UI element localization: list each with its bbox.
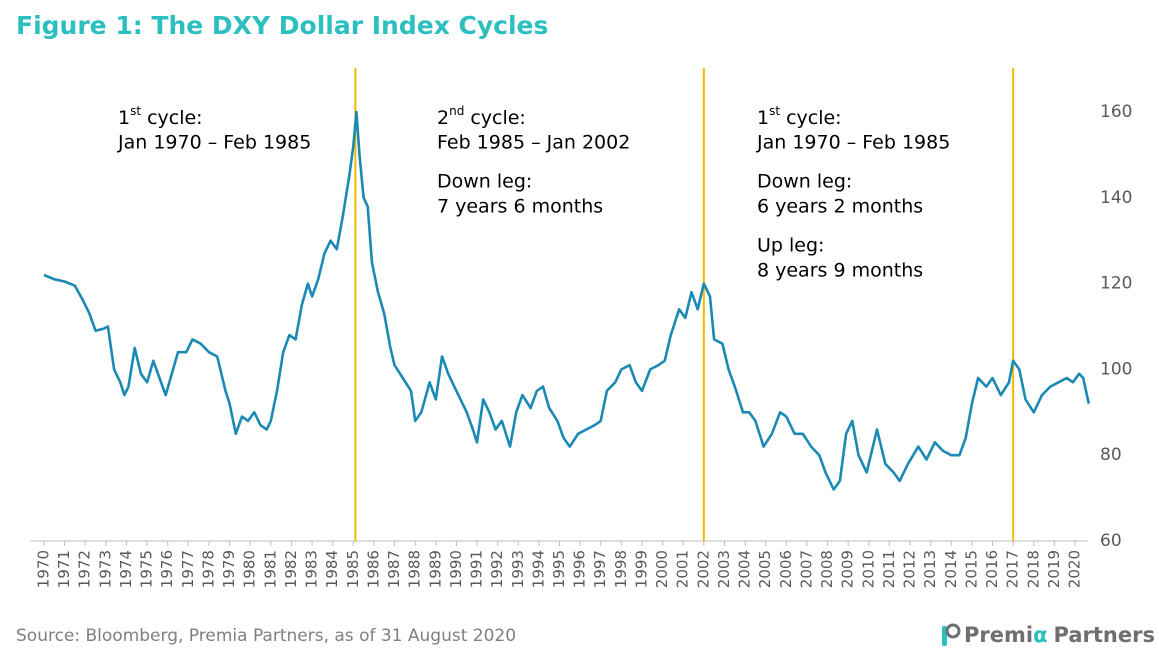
- x-tick-label: 1981: [261, 550, 279, 588]
- x-tick-label: 1991: [468, 550, 486, 588]
- annotation-suffix: st: [130, 104, 141, 118]
- annotation-suffix: st: [769, 104, 780, 118]
- annotation-suffix: nd: [449, 104, 464, 118]
- logo-text: Premiα Partners: [964, 623, 1155, 647]
- x-tick-label: 2012: [901, 550, 919, 588]
- x-tick-label: 2020: [1066, 550, 1084, 588]
- y-tick-label: 160: [1100, 102, 1132, 122]
- annotation-leg: 7 years 6 months: [437, 196, 603, 218]
- x-tick-label: 2015: [962, 550, 980, 588]
- annotation-leg: 6 years 2 months: [757, 196, 923, 218]
- x-tick-label: 1983: [303, 550, 321, 588]
- x-tick-label: 1984: [323, 550, 341, 588]
- annotation-ordinal: 1: [757, 107, 769, 129]
- logo-icon: [942, 623, 961, 646]
- x-tick-label: 2007: [797, 550, 815, 588]
- x-tick-label: 1994: [529, 550, 547, 588]
- annotation-heading: 1st cycle:: [118, 104, 203, 129]
- x-tick-label: 1987: [385, 550, 403, 588]
- annotation-line: Jan 1970 – Feb 1985: [117, 132, 311, 154]
- annotation-ordinal: 1: [118, 107, 130, 129]
- x-tick-label: 1970: [35, 550, 53, 588]
- annotation-line: Jan 1970 – Feb 1985: [756, 132, 950, 154]
- data-line: [43, 110, 1091, 491]
- x-tick-label: 1988: [406, 550, 424, 588]
- logo-ring: [945, 623, 961, 639]
- x-tick-label: 2004: [736, 550, 754, 588]
- annotation-label: cycle:: [147, 107, 203, 129]
- x-tick-label: 1977: [179, 550, 197, 588]
- annotation-ordinal: 2: [437, 107, 449, 129]
- x-tick-label: 1986: [364, 550, 382, 588]
- annotation-label: cycle:: [470, 107, 526, 129]
- x-tick-label: 1978: [199, 550, 217, 588]
- annotation-leg: Up leg:: [757, 235, 824, 257]
- logo-first: Premi: [964, 623, 1033, 647]
- x-tick-label: 2014: [942, 550, 960, 588]
- x-tick-label: 1989: [426, 550, 444, 588]
- x-tick-label: 1993: [509, 550, 527, 588]
- x-tick-label: 2003: [715, 550, 733, 588]
- x-tick-label: 2019: [1045, 550, 1063, 588]
- x-tick-label: 1973: [96, 550, 114, 588]
- y-tick-label: 120: [1100, 274, 1132, 294]
- x-tick-label: 2013: [921, 550, 939, 588]
- x-tick-label: 2011: [880, 550, 898, 588]
- x-tick-label: 2017: [1004, 550, 1022, 588]
- x-tick-label: 2009: [839, 550, 857, 588]
- x-tick-label: 1976: [158, 550, 176, 588]
- x-tick-label: 2016: [983, 550, 1001, 588]
- x-tick-label: 1990: [447, 550, 465, 588]
- annotation-leg: 8 years 9 months: [757, 260, 923, 282]
- x-tick-label: 2006: [777, 550, 795, 588]
- annotation-line: Feb 1985 – Jan 2002: [437, 132, 630, 154]
- x-tick-label: 2002: [694, 550, 712, 588]
- x-tick-label: 1985: [344, 550, 362, 588]
- source-note: Source: Bloomberg, Premia Partners, as o…: [16, 626, 516, 646]
- annotation-label: cycle:: [786, 107, 842, 129]
- x-tick-label: 1995: [550, 550, 568, 588]
- x-tick-label: 2018: [1024, 550, 1042, 588]
- annotation-heading: 2nd cycle:: [437, 104, 526, 129]
- x-tick-label: 2000: [653, 550, 671, 588]
- x-tick-label: 1971: [55, 550, 73, 588]
- x-tick-label: 2010: [859, 550, 877, 588]
- x-tick-label: 1980: [241, 550, 259, 588]
- x-tick-label: 1998: [612, 550, 630, 588]
- x-tick-label: 1974: [117, 550, 135, 588]
- x-tick-label: 1999: [632, 550, 650, 588]
- logo-second: Partners: [1054, 623, 1155, 647]
- x-tick-label: 2001: [674, 550, 692, 588]
- x-tick-label: 2008: [818, 550, 836, 588]
- annotation-heading: 1st cycle:: [757, 104, 842, 129]
- annotation-leg: Down leg:: [757, 171, 852, 193]
- y-tick-label: 80: [1100, 445, 1122, 465]
- x-tick-label: 1975: [138, 550, 156, 588]
- x-tick-label: 1979: [220, 550, 238, 588]
- y-tick-label: 140: [1100, 188, 1132, 208]
- x-tick-label: 1996: [571, 550, 589, 588]
- logo-alpha: α: [1033, 623, 1047, 647]
- x-tick-label: 2005: [756, 550, 774, 588]
- chart-title: Figure 1: The DXY Dollar Index Cycles: [16, 11, 548, 40]
- y-tick-label: 100: [1100, 359, 1132, 379]
- y-tick-label: 60: [1100, 531, 1122, 551]
- x-tick-label: 1972: [76, 550, 94, 588]
- x-tick-label: 1997: [591, 550, 609, 588]
- x-tick-label: 1982: [282, 550, 300, 588]
- x-tick-label: 1992: [488, 550, 506, 588]
- annotation-leg: Down leg:: [437, 171, 532, 193]
